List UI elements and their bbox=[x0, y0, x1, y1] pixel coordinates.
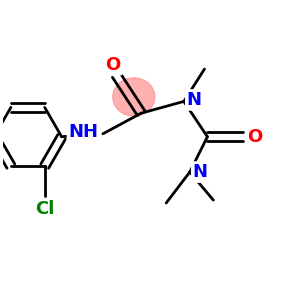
Text: O: O bbox=[247, 128, 262, 146]
Text: N: N bbox=[193, 163, 208, 181]
Text: N: N bbox=[187, 91, 202, 109]
Text: NH: NH bbox=[68, 123, 98, 141]
Ellipse shape bbox=[113, 78, 155, 116]
Text: O: O bbox=[106, 56, 121, 74]
Text: Cl: Cl bbox=[35, 200, 54, 218]
